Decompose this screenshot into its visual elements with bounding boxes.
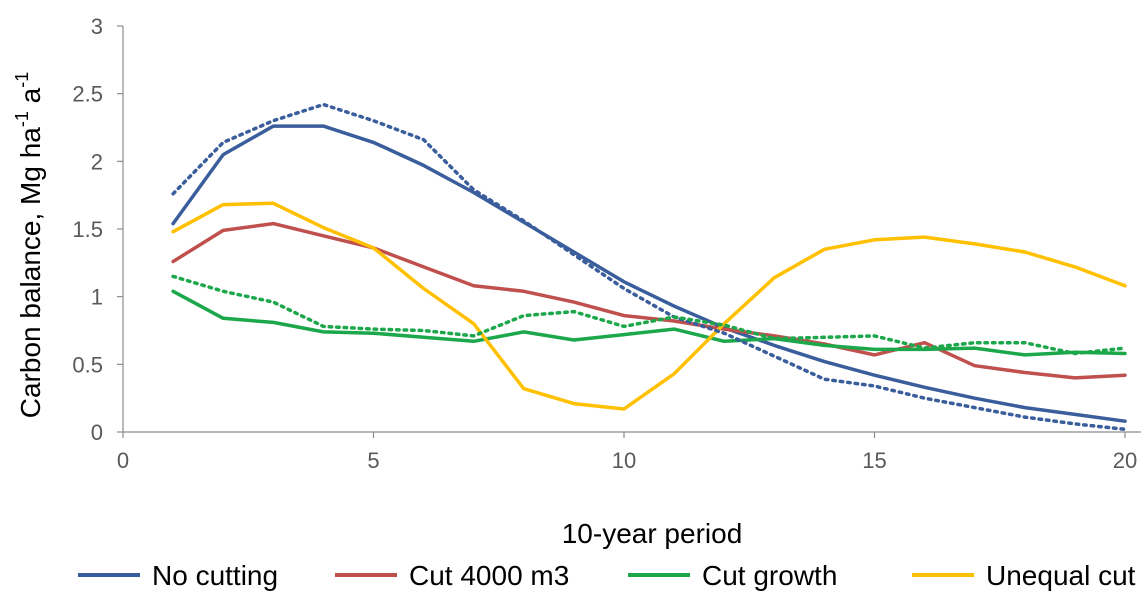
plot-series (171, 102, 1127, 432)
dotted-series-line-4 (171, 102, 1127, 432)
x-tick-label: 0 (117, 448, 129, 473)
x-tick-label: 15 (862, 448, 886, 473)
legend: No cutting Cut 4000 m3 Cut growth Unequal c… (78, 560, 1136, 591)
series-line-1 (171, 221, 1127, 380)
series-line-0 (171, 124, 1127, 423)
y-tick-label: 0.5 (72, 352, 103, 377)
legend-label: Cut 4000 m3 (409, 560, 569, 591)
x-axis: 0 5 10 15 20 (117, 431, 1141, 473)
x-axis-title: 10-year period (562, 518, 743, 549)
y-tick-label: 2 (91, 149, 103, 174)
x-tick-label: 20 (1113, 448, 1137, 473)
y-axis-title-sup2: -1 (12, 72, 32, 88)
series-line-2 (171, 289, 1127, 357)
dotted-series-line-5 (171, 274, 1127, 356)
y-tick-label: 1 (91, 285, 103, 310)
series-line-3 (171, 201, 1127, 411)
x-tick-label: 5 (367, 448, 379, 473)
y-axis-title-mid: a (15, 87, 46, 111)
y-tick-label: 3 (91, 14, 103, 39)
y-axis-title-prefix: Carbon balance, Mg ha (15, 127, 46, 419)
y-axis: 0 0.5 1 1.5 2 2.5 3 (72, 14, 124, 445)
y-tick-label: 0 (91, 420, 103, 445)
y-tick-label: 1.5 (72, 217, 103, 242)
y-tick-label: 2.5 (72, 82, 103, 107)
y-axis-title: Carbon balance, Mg ha-1 a-1 (12, 72, 46, 418)
y-axis-title-sup1: -1 (12, 111, 32, 127)
legend-label: Cut growth (702, 560, 837, 591)
legend-label: No cutting (152, 560, 278, 591)
x-tick-label: 10 (612, 448, 636, 473)
legend-label: Unequal cut (986, 560, 1136, 591)
